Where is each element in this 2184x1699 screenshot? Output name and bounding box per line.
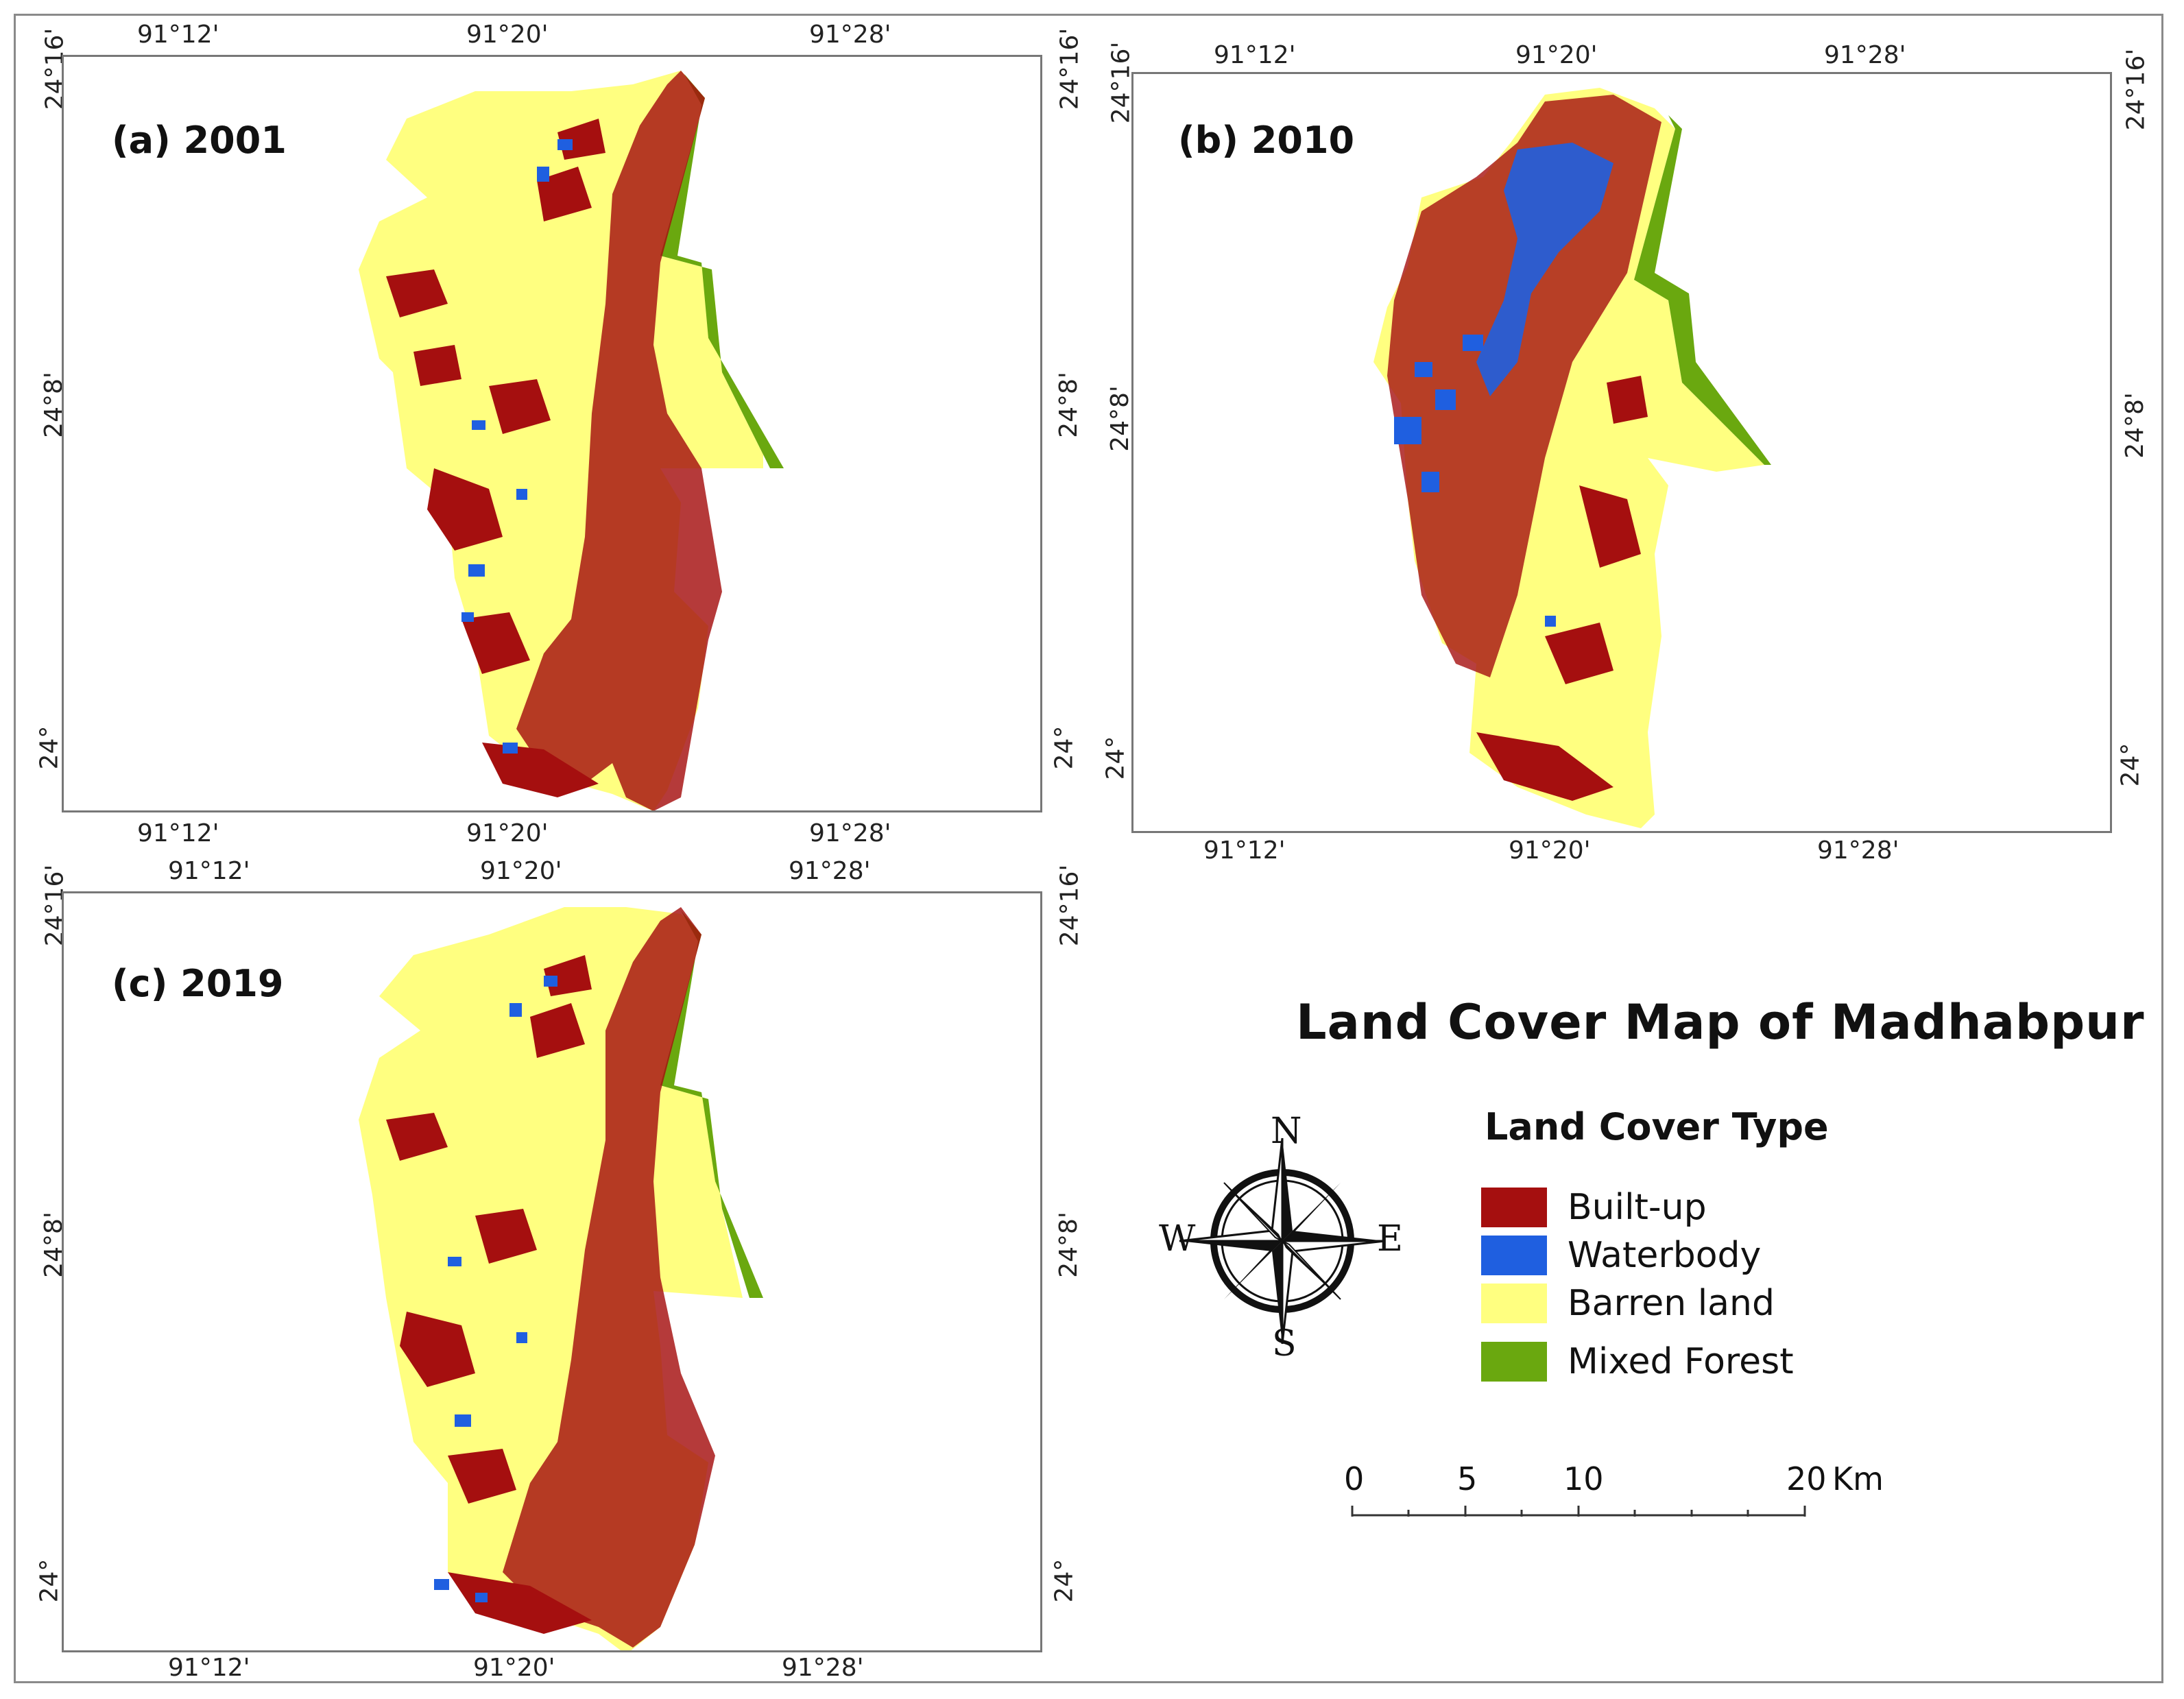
y-tick-right: 24° <box>2116 743 2145 787</box>
legend-label: Waterbody <box>1568 1235 1762 1276</box>
legend-swatch <box>1481 1188 1547 1227</box>
x-tick-bottom: 91°12' <box>168 1654 250 1682</box>
legend-item-mixed-forest: Mixed Forest <box>1481 1340 1794 1383</box>
map-title: Land Cover Map of Madhabpur <box>1296 994 2145 1050</box>
compass-south: S <box>1272 1323 1297 1364</box>
legend-label: Built-up <box>1568 1187 1707 1228</box>
y-tick-right: 24°8' <box>2120 392 2149 459</box>
panel-label: (a) 2001 <box>112 119 287 162</box>
compass-north: N <box>1271 1111 1302 1152</box>
compass-rose: N S E W <box>1159 1111 1406 1364</box>
y-tick-right: 24°8' <box>1054 372 1083 438</box>
legend-swatch <box>1481 1284 1547 1323</box>
y-tick-left: 24°8' <box>1105 385 1134 452</box>
x-tick-top: 91°28' <box>789 857 871 885</box>
x-tick-top: 91°28' <box>809 21 891 49</box>
y-tick-right: 24°8' <box>1054 1212 1083 1278</box>
legend-swatch <box>1481 1342 1547 1382</box>
built-up-area <box>386 907 715 1648</box>
compass-west: W <box>1159 1218 1196 1260</box>
x-tick-top: 91°12' <box>168 857 250 885</box>
built-up-area <box>386 71 722 810</box>
y-tick-left: 24° <box>35 725 64 770</box>
x-tick-top: 91°20' <box>480 857 562 885</box>
legend-item-waterbody: Waterbody <box>1481 1234 1761 1277</box>
x-tick-bottom: 91°28' <box>782 1654 864 1682</box>
x-tick-top: 91°20' <box>466 21 549 49</box>
legend-item-built-up: Built-up <box>1481 1186 1707 1229</box>
y-tick-right: 24°16' <box>1055 864 1084 947</box>
waterbody-area <box>434 976 557 1602</box>
waterbody-area <box>1394 143 1613 627</box>
mixed-forest-area <box>660 911 763 1298</box>
scale-label: 0 <box>1344 1460 1365 1497</box>
map-frame: (a) 2001 <box>62 55 1042 812</box>
compass-east: E <box>1377 1218 1403 1260</box>
land-cover-map <box>1373 88 1771 828</box>
legend-title: Land Cover Type <box>1485 1105 1829 1148</box>
x-tick-top: 91°20' <box>1515 41 1598 69</box>
scale-unit: Km <box>1832 1460 1884 1497</box>
scale-label: 20 <box>1786 1460 1827 1497</box>
legend-item-barren-land: Barren land <box>1481 1282 1775 1325</box>
x-tick-bottom: 91°12' <box>1203 836 1286 865</box>
panel-label: (b) 2010 <box>1178 119 1355 162</box>
y-tick-right: 24° <box>1050 725 1079 770</box>
built-up-area <box>1387 95 1661 801</box>
y-tick-left: 24° <box>35 1558 64 1603</box>
scale-bar-line <box>1351 1506 1806 1517</box>
legend-label: Mixed Forest <box>1568 1341 1794 1382</box>
y-tick-right: 24°16' <box>2122 48 2150 131</box>
x-tick-bottom: 91°20' <box>466 819 549 847</box>
y-tick-right: 24° <box>1050 1558 1079 1603</box>
compass-icon <box>1179 1137 1386 1345</box>
land-cover-map <box>359 71 784 810</box>
map-frame: (c) 2019 <box>62 891 1042 1652</box>
x-tick-bottom: 91°28' <box>809 819 891 847</box>
map-frame: (b) 2010 <box>1131 72 2112 833</box>
y-tick-right: 24°16' <box>1055 27 1084 110</box>
panel-label: (c) 2019 <box>112 962 284 1005</box>
legend-swatch <box>1481 1236 1547 1275</box>
land-cover-map <box>359 907 763 1650</box>
figure-frame <box>14 14 2163 1683</box>
x-tick-bottom: 91°28' <box>1817 836 1899 865</box>
scale-label: 10 <box>1563 1460 1604 1497</box>
x-tick-top: 91°12' <box>137 21 219 49</box>
scale-label: 5 <box>1457 1460 1478 1497</box>
x-tick-bottom: 91°20' <box>1509 836 1591 865</box>
x-tick-top: 91°12' <box>1214 41 1296 69</box>
x-tick-bottom: 91°20' <box>473 1654 555 1682</box>
y-tick-left: 24° <box>1101 736 1130 780</box>
mixed-forest-area <box>1634 115 1771 465</box>
x-tick-bottom: 91°12' <box>137 819 219 847</box>
x-tick-top: 91°28' <box>1824 41 1906 69</box>
legend-label: Barren land <box>1568 1283 1775 1324</box>
waterbody-area <box>461 139 573 754</box>
